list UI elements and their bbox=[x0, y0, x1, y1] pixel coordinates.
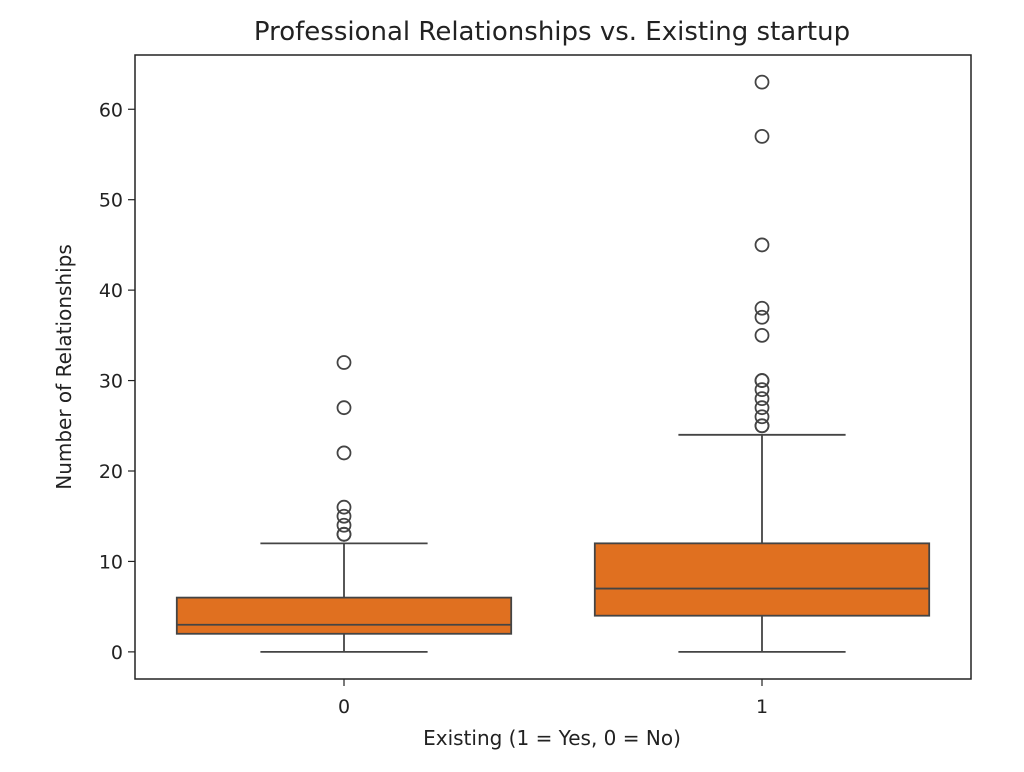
outlier-point bbox=[754, 409, 770, 425]
y-tick-label: 10 bbox=[99, 551, 123, 573]
outlier-point bbox=[754, 128, 770, 144]
outlier-point bbox=[336, 400, 352, 416]
y-tick-label: 60 bbox=[99, 99, 123, 121]
outlier-point bbox=[754, 327, 770, 343]
outlier-point bbox=[754, 237, 770, 253]
x-tick-label: 0 bbox=[338, 696, 350, 718]
outlier-point bbox=[754, 400, 770, 416]
plot-frame bbox=[134, 54, 972, 680]
box-iqr bbox=[593, 542, 931, 617]
y-tick-label: 0 bbox=[111, 642, 123, 664]
x-axis-label: Existing (1 = Yes, 0 = No) bbox=[423, 726, 681, 750]
x-tick-label: 1 bbox=[756, 696, 768, 718]
outlier-point bbox=[754, 373, 770, 388]
outlier-point bbox=[754, 418, 770, 434]
outlier-point bbox=[754, 74, 770, 90]
outlier-point bbox=[754, 391, 770, 407]
y-tick-label: 40 bbox=[99, 280, 123, 302]
outlier-point bbox=[336, 508, 352, 524]
outlier-point bbox=[336, 499, 352, 515]
outlier-point bbox=[336, 445, 352, 461]
outlier-point bbox=[336, 355, 352, 370]
y-tick-label: 50 bbox=[99, 190, 123, 212]
y-tick-label: 20 bbox=[99, 461, 123, 483]
outlier-point bbox=[754, 300, 770, 316]
outlier-point bbox=[336, 517, 352, 533]
outlier-point bbox=[336, 526, 352, 542]
box-iqr bbox=[175, 596, 513, 635]
y-tick-label: 30 bbox=[99, 371, 123, 393]
chart-title: Professional Relationships vs. Existing … bbox=[254, 17, 850, 47]
outlier-point bbox=[754, 309, 770, 325]
y-axis-label: Number of Relationships bbox=[52, 244, 76, 490]
outlier-point bbox=[754, 382, 770, 398]
